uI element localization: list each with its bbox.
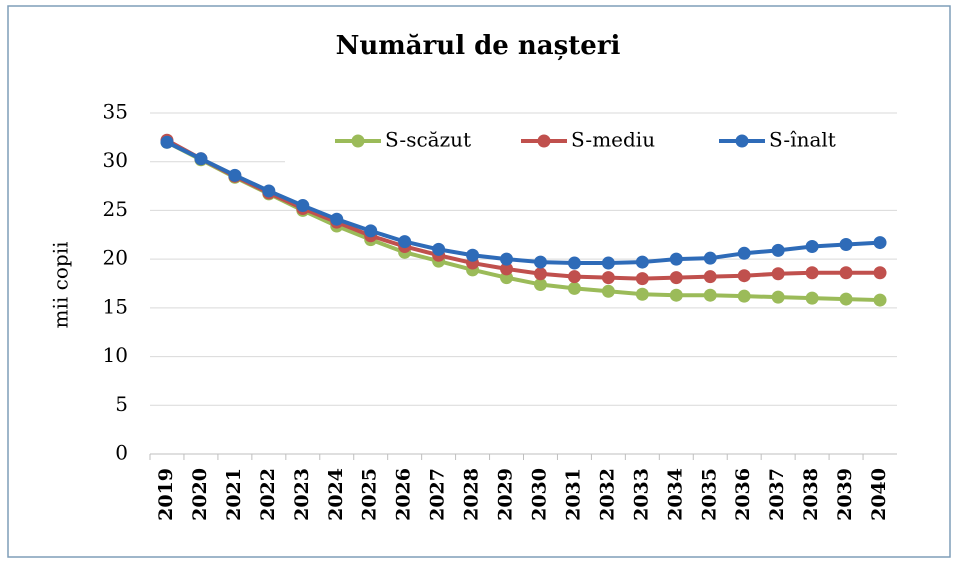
legend-label: S-mediu — [571, 128, 655, 152]
data-point — [873, 266, 887, 280]
x-tick-label: 2039 — [834, 468, 856, 521]
data-point — [330, 212, 344, 226]
x-tick-label: 2029 — [495, 468, 517, 521]
legend-label: S-scăzut — [385, 128, 471, 152]
data-point — [669, 288, 683, 302]
data-point — [466, 248, 480, 262]
x-tick-label: 2033 — [630, 468, 652, 521]
data-point — [533, 267, 547, 281]
y-axis-label: mii copii — [49, 242, 73, 329]
data-point — [703, 251, 717, 265]
data-point — [839, 266, 853, 280]
data-point — [669, 271, 683, 285]
data-point — [635, 272, 649, 286]
plot — [160, 133, 887, 307]
x-tick-label: 2023 — [291, 468, 313, 521]
data-point — [669, 252, 683, 266]
data-point — [805, 291, 819, 305]
y-tick-label: 0 — [115, 441, 128, 465]
data-point — [839, 292, 853, 306]
x-tick-label: 2036 — [732, 468, 754, 521]
legend-marker — [351, 134, 365, 148]
data-point — [567, 256, 581, 270]
x-tick-label: 2038 — [800, 468, 822, 521]
data-point — [839, 238, 853, 252]
data-point — [771, 243, 785, 257]
y-tick-label: 35 — [103, 100, 128, 124]
legend-box — [285, 120, 897, 164]
data-point — [500, 252, 514, 266]
y-tick-label: 30 — [103, 148, 128, 172]
chart-frame — [7, 5, 951, 558]
x-tick-label: 2019 — [155, 468, 177, 521]
series-line — [166, 138, 881, 281]
x-tick-label: 2020 — [189, 468, 211, 521]
x-tick-label: 2027 — [427, 468, 449, 521]
y-tick-label: 15 — [103, 294, 128, 318]
data-point — [533, 277, 547, 291]
x-tick-label: 2022 — [257, 468, 279, 521]
x-tick-label: 2034 — [664, 468, 686, 521]
data-point — [398, 235, 412, 249]
data-point — [635, 287, 649, 301]
data-point — [228, 168, 242, 182]
x-tick-label: 2028 — [461, 468, 483, 521]
data-point — [262, 184, 276, 198]
data-point — [873, 293, 887, 307]
x-tick-label: 2024 — [325, 468, 347, 521]
x-tick-label: 2030 — [528, 468, 550, 521]
data-point — [296, 199, 310, 213]
data-point — [567, 270, 581, 284]
data-point — [500, 262, 514, 276]
data-point — [160, 135, 174, 149]
data-point — [703, 288, 717, 302]
data-point — [194, 152, 208, 166]
x-tick-label: 2035 — [698, 468, 720, 521]
data-point — [737, 269, 751, 283]
data-point — [432, 242, 446, 256]
x-tick-label: 2032 — [596, 468, 618, 521]
data-point — [805, 266, 819, 280]
x-tick-label: 2025 — [359, 468, 381, 521]
y-tick-label: 25 — [103, 197, 128, 221]
legend: S-scăzut S-mediu S-înalt — [285, 120, 897, 164]
x-tick-label: 2037 — [766, 468, 788, 521]
data-point — [567, 281, 581, 295]
series-line — [166, 140, 881, 266]
data-point — [737, 289, 751, 303]
data-point — [771, 290, 785, 304]
legend-marker — [735, 134, 749, 148]
data-point — [873, 236, 887, 250]
x-tick-label: 2031 — [562, 468, 584, 521]
data-point — [601, 256, 615, 270]
data-point — [635, 255, 649, 269]
data-point — [601, 284, 615, 298]
legend-label: S-înalt — [769, 128, 836, 152]
legend-marker — [537, 134, 551, 148]
data-point — [703, 270, 717, 284]
y-tick-label: 20 — [103, 246, 128, 270]
x-tick-label: 2026 — [393, 468, 415, 521]
data-point — [364, 224, 378, 238]
data-point — [601, 271, 615, 285]
x-tick-label: 2021 — [223, 468, 245, 521]
data-point — [771, 267, 785, 281]
data-point — [533, 255, 547, 269]
x-tick-label: 2040 — [868, 468, 890, 521]
chart-title: Numărul de nașteri — [336, 31, 621, 61]
y-tick-label: 5 — [115, 392, 128, 416]
y-tick-label: 10 — [103, 343, 128, 367]
data-point — [805, 239, 819, 253]
data-point — [737, 246, 751, 260]
